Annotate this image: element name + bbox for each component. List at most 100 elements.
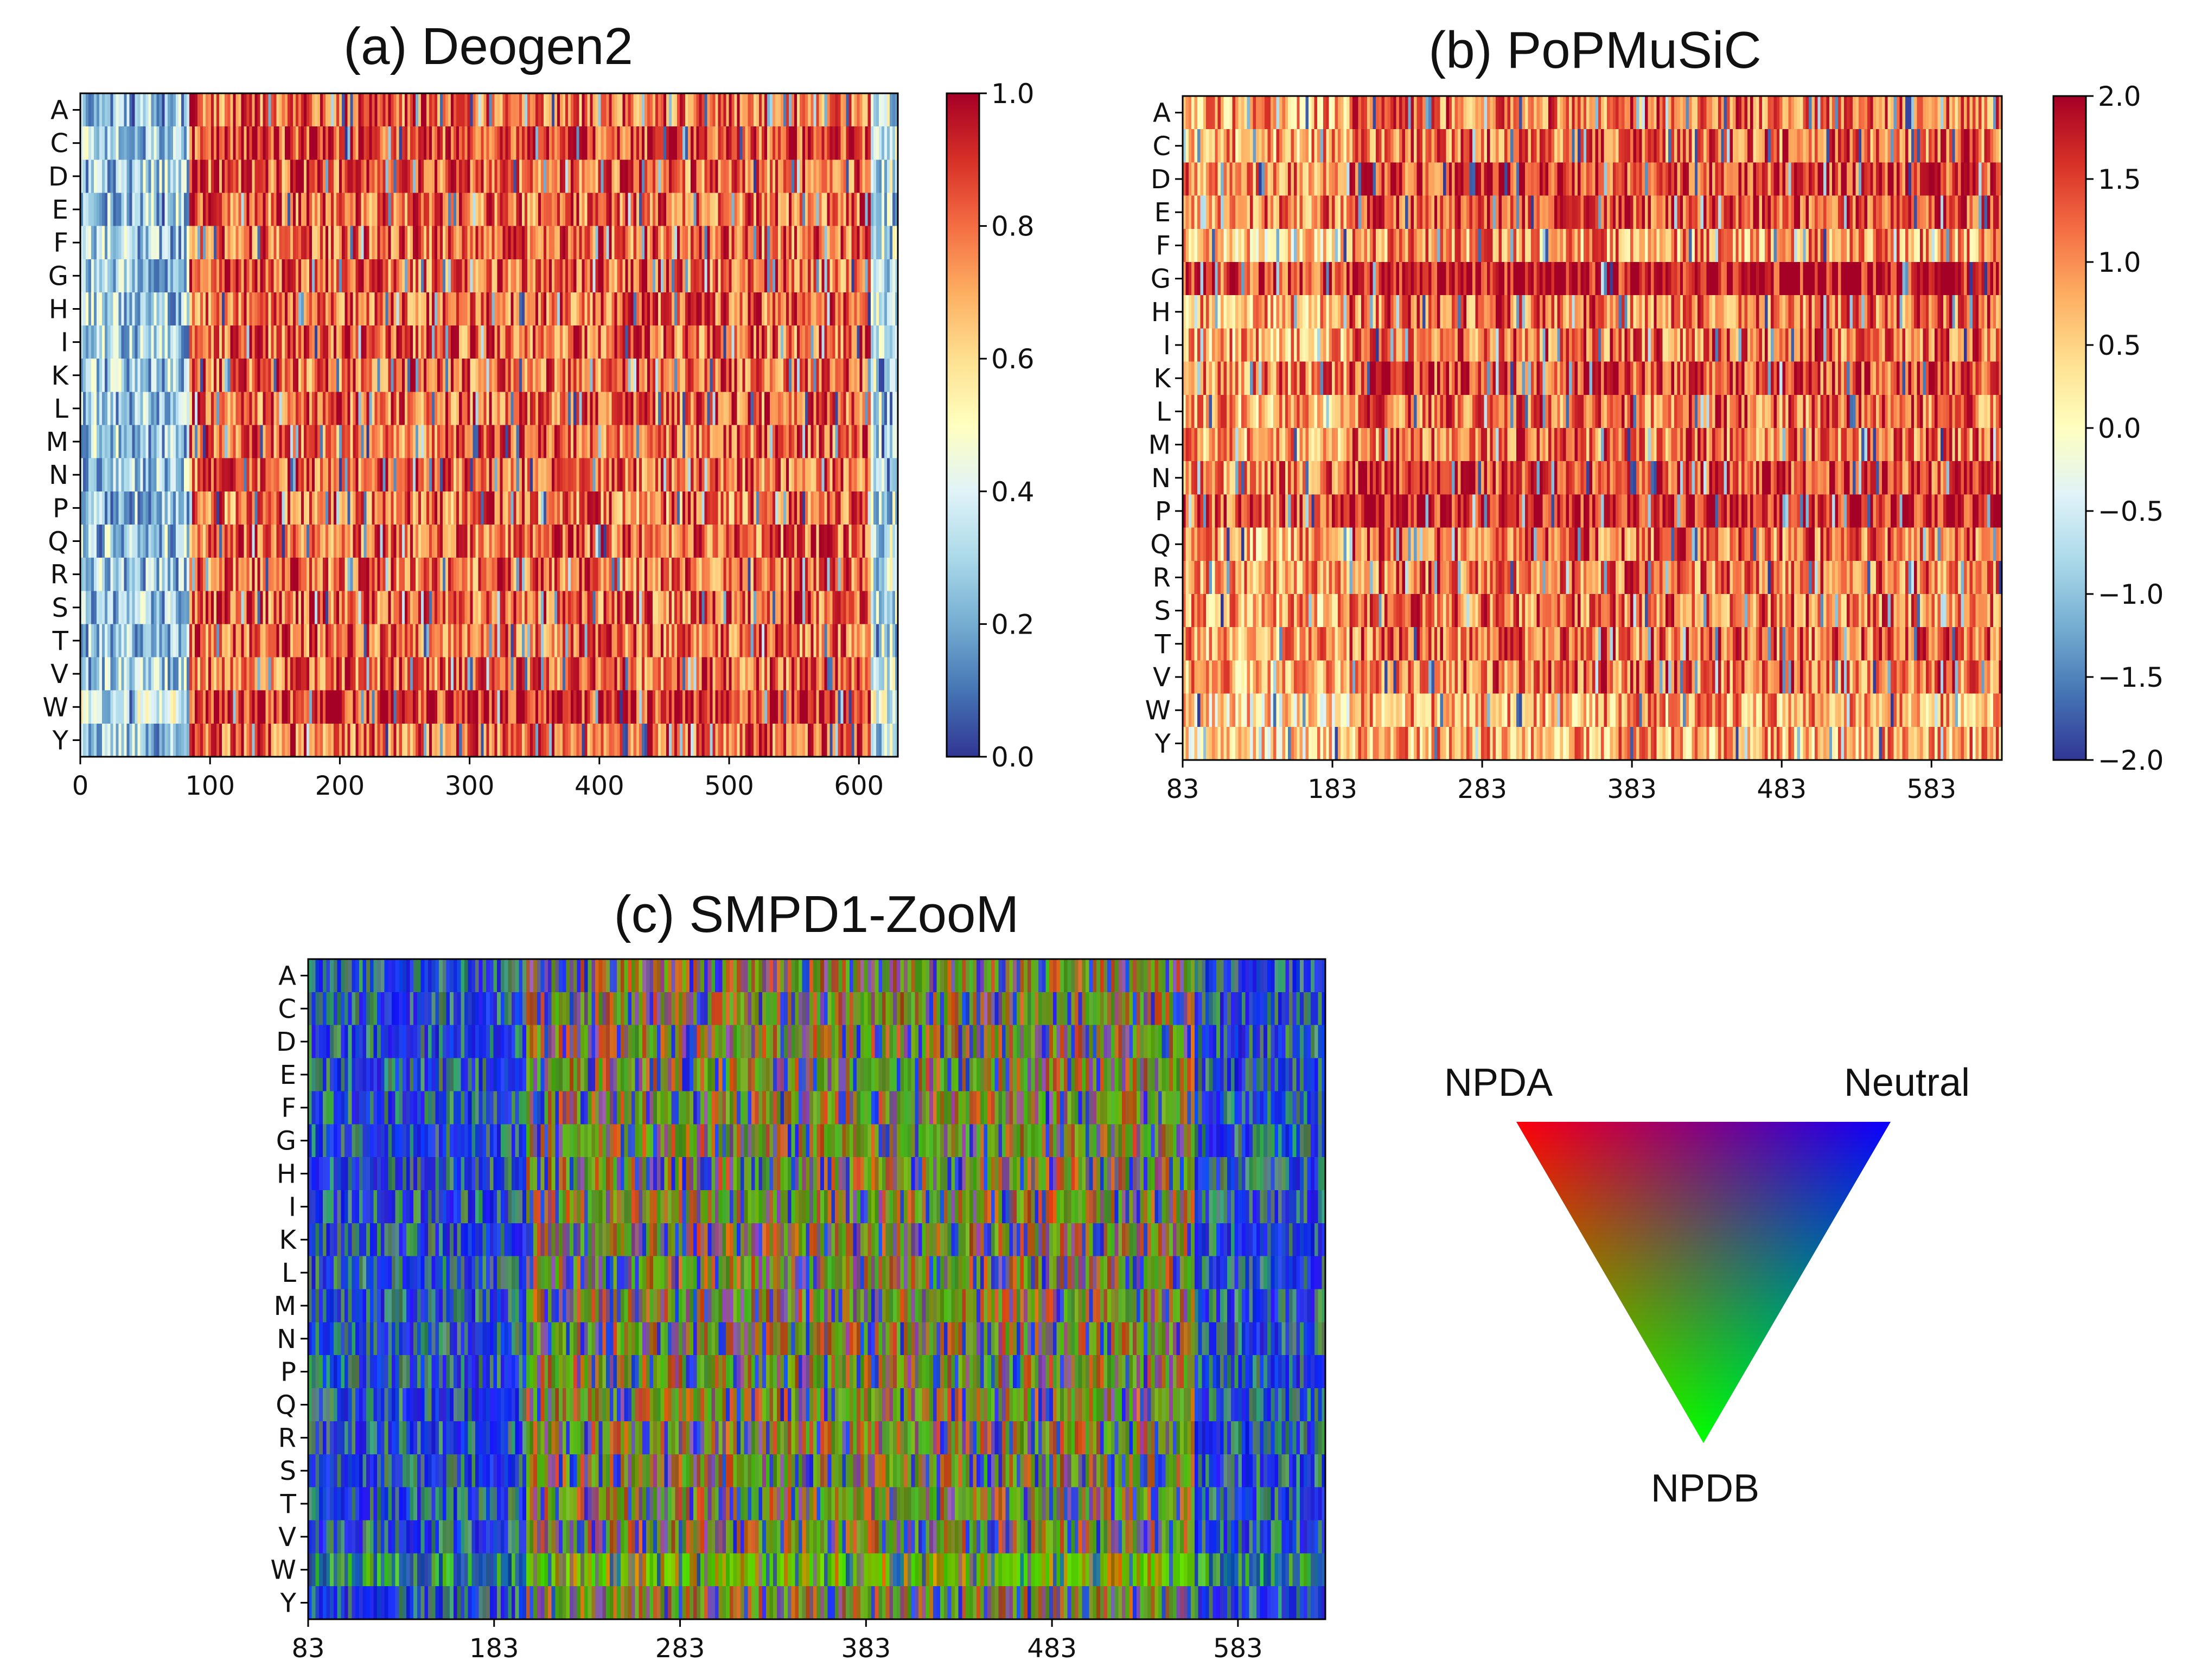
heatmap-cell — [140, 524, 144, 558]
heatmap-cell — [126, 392, 130, 426]
heatmap-cell — [483, 690, 487, 724]
heatmap-cell — [268, 359, 272, 392]
heatmap-cell — [181, 624, 184, 658]
heatmap-cell — [154, 425, 157, 459]
heatmap-cell — [420, 690, 424, 724]
heatmap-cell — [715, 126, 719, 160]
heatmap-cell — [132, 325, 136, 359]
heatmap-cell — [734, 591, 738, 624]
heatmap-cell — [680, 226, 683, 260]
heatmap-cell — [192, 558, 195, 591]
heatmap-cell — [641, 690, 645, 724]
heatmap-cell — [609, 624, 612, 658]
heatmap-cell — [148, 392, 152, 426]
heatmap-cell — [625, 259, 629, 293]
heatmap-cell — [429, 491, 432, 525]
heatmap-cell — [540, 193, 544, 227]
heatmap-cell — [257, 491, 261, 525]
heatmap-cell — [412, 624, 416, 658]
heatmap-cell — [748, 93, 751, 127]
heatmap-cell — [279, 259, 283, 293]
heatmap-cell — [355, 690, 359, 724]
heatmap-cell — [415, 524, 419, 558]
heatmap-cell — [311, 259, 315, 293]
heatmap-cell — [742, 392, 746, 426]
heatmap-cell — [677, 723, 680, 757]
heatmap-cell — [614, 558, 618, 591]
heatmap-cell — [505, 259, 509, 293]
heatmap-cell — [739, 624, 743, 658]
heatmap-cell — [276, 392, 280, 426]
heatmap-cell — [560, 425, 563, 459]
heatmap-cell — [704, 591, 707, 624]
heatmap-cell — [435, 292, 438, 326]
heatmap-cell — [510, 325, 514, 359]
heatmap-cell — [279, 325, 283, 359]
heatmap-cell — [440, 259, 443, 293]
heatmap-cell — [320, 325, 323, 359]
heatmap-cell — [170, 524, 174, 558]
heatmap-cell — [576, 690, 579, 724]
heatmap-cell — [758, 292, 762, 326]
heatmap-cell — [633, 226, 637, 260]
heatmap-cell — [459, 591, 462, 624]
heatmap-cell — [630, 657, 634, 691]
heatmap-cell — [244, 624, 247, 658]
heatmap-cell — [246, 458, 250, 492]
heatmap-cell — [647, 93, 650, 127]
heatmap-cell — [404, 624, 408, 658]
heatmap-cell — [486, 624, 490, 658]
heatmap-cell — [94, 425, 97, 459]
heatmap-cell — [380, 591, 384, 624]
heatmap-cell — [260, 226, 264, 260]
heatmap-cell — [167, 193, 171, 227]
heatmap-cell — [696, 325, 699, 359]
heatmap-cell — [137, 524, 141, 558]
heatmap-cell — [748, 524, 751, 558]
heatmap-cell — [254, 624, 258, 658]
heatmap-cell — [358, 558, 361, 591]
heatmap-cell — [298, 524, 302, 558]
heatmap-cell — [614, 425, 618, 459]
heatmap-cell — [121, 657, 124, 691]
heatmap-cell — [502, 591, 506, 624]
heatmap-cell — [132, 259, 136, 293]
heatmap-cell — [148, 591, 152, 624]
heatmap-cell — [303, 193, 307, 227]
heatmap-cell — [227, 690, 231, 724]
heatmap-cell — [510, 159, 514, 194]
heatmap-cell — [644, 657, 648, 691]
heatmap-cell — [432, 292, 435, 326]
heatmap-cell — [606, 359, 610, 392]
heatmap-cell — [216, 259, 220, 293]
heatmap-cell — [710, 425, 713, 459]
heatmap-cell — [124, 624, 127, 658]
heatmap-cell — [557, 193, 560, 227]
heatmap-cell — [497, 193, 501, 227]
heatmap-cell — [543, 193, 547, 227]
heatmap-cell — [292, 591, 296, 624]
heatmap-cell — [113, 657, 116, 691]
heatmap-cell — [320, 723, 323, 757]
heatmap-cell — [546, 126, 550, 160]
heatmap-cell — [568, 226, 571, 260]
heatmap-cell — [290, 93, 293, 127]
heatmap-cell — [200, 359, 203, 392]
heatmap-cell — [478, 259, 482, 293]
heatmap-cell — [118, 159, 122, 194]
heatmap-cell — [590, 657, 593, 691]
heatmap-cell — [178, 93, 182, 127]
heatmap-cell — [235, 690, 239, 724]
heatmap-cell — [374, 458, 378, 492]
heatmap-cell — [306, 624, 310, 658]
heatmap-cell — [682, 392, 686, 426]
heatmap-cell — [118, 325, 122, 359]
heatmap-cell — [203, 690, 206, 724]
heatmap-cell — [426, 624, 430, 658]
heatmap-cell — [633, 325, 637, 359]
heatmap-cell — [263, 624, 266, 658]
heatmap-cell — [418, 359, 422, 392]
heatmap-cell — [137, 558, 141, 591]
heatmap-cell — [306, 159, 310, 194]
heatmap-cell — [647, 159, 650, 194]
